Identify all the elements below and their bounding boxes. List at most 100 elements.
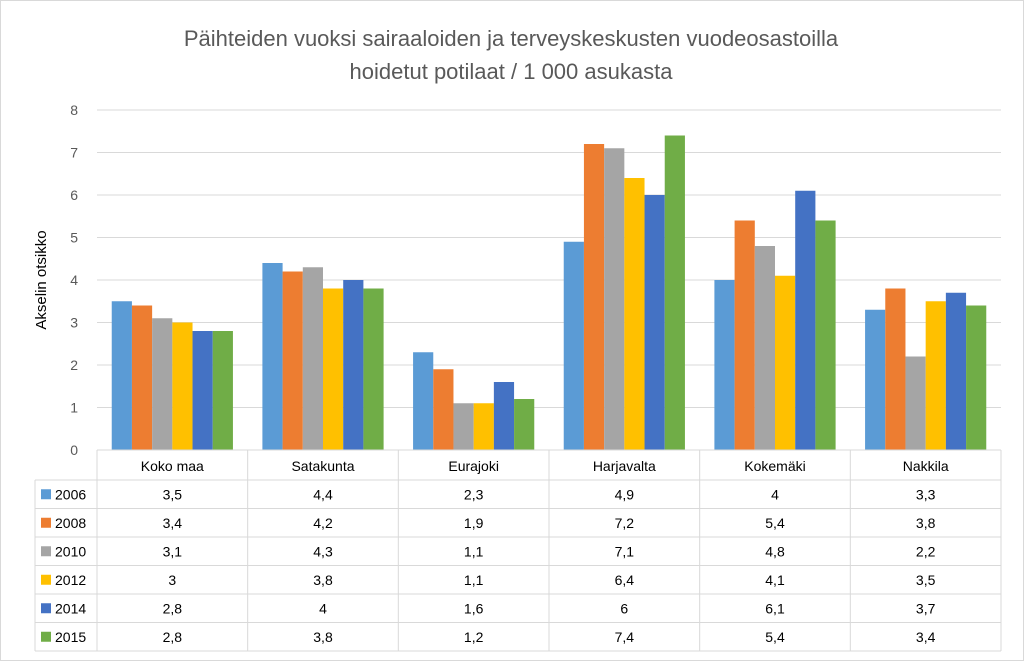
bars [111, 135, 987, 450]
table-cell: 3,5 [163, 486, 183, 502]
y-tick-label: 7 [70, 145, 78, 161]
bar-2014-Harjavalta [644, 195, 665, 450]
chart-title-line-1: Päihteiden vuoksi sairaaloiden ja tervey… [184, 26, 839, 51]
bar-2006-Satakunta [262, 263, 283, 450]
table-cell: 1,6 [464, 600, 484, 616]
chart-title-line-2: hoidetut potilaat / 1 000 asukasta [350, 59, 674, 84]
category-label: Kokemäki [744, 458, 805, 474]
table-cell: 1,1 [464, 543, 484, 559]
legend-label-2015: 2015 [55, 629, 86, 645]
bar-2014-Kokemäki [795, 190, 816, 450]
bar-2010-Harjavalta [604, 148, 625, 450]
category-label: Harjavalta [593, 458, 656, 474]
legend-label-2012: 2012 [55, 572, 86, 588]
table-cell: 2,2 [916, 543, 936, 559]
legend-label-2006: 2006 [55, 486, 86, 502]
table-cell: 2,8 [163, 629, 183, 645]
bar-2010-Eurajoki [453, 403, 474, 450]
table-cell: 6 [620, 600, 628, 616]
y-axis-ticks: 0 1 2 3 4 5 6 7 8 [70, 102, 78, 458]
y-tick-label: 5 [70, 230, 78, 246]
y-tick-label: 0 [70, 442, 78, 458]
table-cell: 3,3 [916, 486, 936, 502]
table-cell: 7,4 [615, 629, 635, 645]
legend-label-2010: 2010 [55, 543, 86, 559]
bar-2006-Eurajoki [413, 352, 434, 450]
table-cell: 4,3 [313, 543, 333, 559]
bar-2014-Eurajoki [493, 382, 515, 450]
category-label: Koko maa [141, 458, 204, 474]
legend-swatch-2006 [41, 489, 51, 500]
table-cell: 4 [771, 486, 779, 502]
bar-2006-Koko maa [111, 301, 132, 450]
bar-2006-Kokemäki [714, 280, 735, 450]
table-cell: 4,2 [313, 515, 333, 531]
bar-2008-Harjavalta [583, 144, 605, 450]
category-label: Satakunta [291, 458, 354, 474]
bar-2012-Nakkila [925, 301, 946, 450]
legend-swatch-2012 [41, 574, 51, 585]
category-label: Eurajoki [448, 458, 499, 474]
table-cell: 3 [168, 572, 176, 588]
bar-2015-Eurajoki [514, 399, 535, 450]
bar-2010-Koko maa [152, 318, 173, 450]
y-tick-label: 1 [70, 400, 78, 416]
bar-2012-Eurajoki [473, 403, 494, 450]
table-cell: 3,5 [916, 572, 936, 588]
legend-label-2014: 2014 [55, 600, 86, 616]
table-cell: 3,8 [313, 629, 333, 645]
bar-2012-Harjavalta [624, 178, 645, 450]
bar-2008-Nakkila [885, 288, 906, 450]
table-cell: 7,1 [615, 543, 635, 559]
bar-2012-Satakunta [323, 288, 344, 450]
table-cell: 3,1 [163, 543, 183, 559]
bar-2008-Koko maa [131, 305, 153, 450]
table-cell: 3,8 [916, 515, 936, 531]
bar-2006-Nakkila [865, 309, 886, 450]
y-axis-title: Akselin otsikko [33, 230, 50, 329]
table-cell: 4,9 [615, 486, 635, 502]
table-cell: 4,4 [313, 486, 333, 502]
table-cell: 1,9 [464, 515, 484, 531]
table-cell: 3,4 [916, 629, 936, 645]
table-cell: 1,1 [464, 572, 484, 588]
bar-2010-Kokemäki [754, 246, 775, 450]
bar-2008-Satakunta [282, 271, 303, 450]
table-cell: 2,3 [464, 486, 484, 502]
bar-2012-Kokemäki [775, 275, 796, 450]
y-tick-label: 8 [70, 102, 78, 118]
bar-2010-Nakkila [905, 356, 926, 450]
table-cell: 7,2 [615, 515, 635, 531]
data-table: Koko maa Satakunta Eurajoki Harjavalta Kokem… [34, 449, 1002, 652]
bar-2012-Koko maa [172, 322, 193, 450]
table-cell: 4,8 [765, 543, 785, 559]
bar-2015-Nakkila [966, 305, 987, 450]
table-cell: 4,1 [765, 572, 785, 588]
legend-swatch-2014 [41, 603, 51, 614]
legend-label-2008: 2008 [55, 515, 86, 531]
table-cell: 1,2 [464, 629, 484, 645]
bar-2006-Harjavalta [563, 241, 584, 450]
legend-swatch-2015 [41, 631, 51, 642]
bar-2010-Satakunta [302, 267, 323, 450]
table-cell: 3,8 [313, 572, 333, 588]
bar-2008-Eurajoki [433, 369, 454, 450]
bar-2015-Kokemäki [815, 220, 836, 450]
table-cell: 2,8 [163, 600, 183, 616]
table-cell: 5,4 [765, 629, 785, 645]
legend-swatch-2008 [41, 517, 51, 528]
y-tick-label: 4 [70, 272, 78, 288]
y-tick-label: 6 [70, 187, 78, 203]
legend-swatch-2010 [41, 546, 51, 557]
bar-2015-Koko maa [212, 331, 233, 450]
bar-2014-Koko maa [192, 331, 213, 450]
table-cell: 4 [319, 600, 327, 616]
bar-2008-Kokemäki [734, 220, 755, 450]
bar-2014-Nakkila [945, 292, 967, 450]
table-cell: 6,4 [615, 572, 635, 588]
table-cell: 3,4 [163, 515, 183, 531]
bar-2015-Satakunta [363, 288, 384, 450]
category-label: Nakkila [903, 458, 949, 474]
bar-2014-Satakunta [343, 280, 364, 450]
